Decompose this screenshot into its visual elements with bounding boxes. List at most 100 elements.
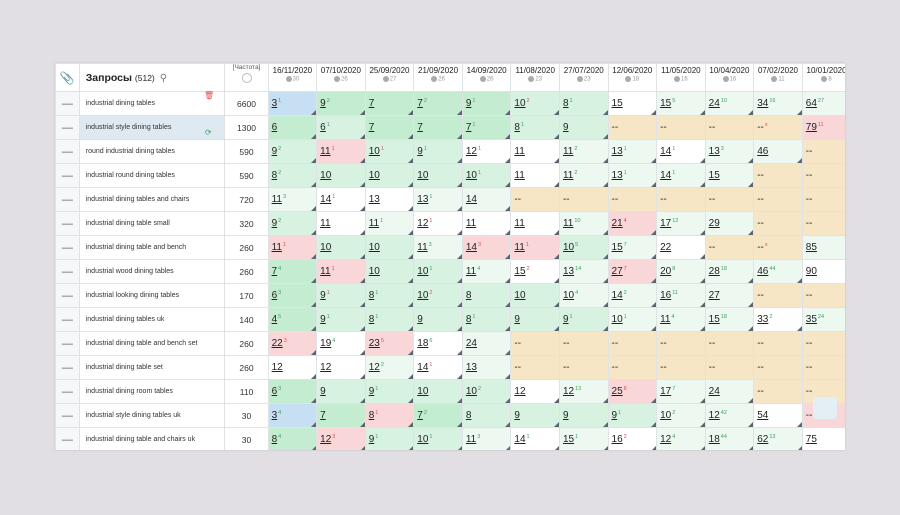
position-cell[interactable]: 141: [656, 163, 706, 188]
position-cell[interactable]: 1712: [656, 211, 706, 236]
date-column-header[interactable]: 25/09/2020 27: [364, 63, 415, 92]
position-cell[interactable]: 92: [316, 91, 366, 116]
refresh-icon[interactable]: ⟳: [205, 128, 212, 137]
position-cell[interactable]: 72: [413, 403, 463, 428]
row-menu-icon[interactable]: —: [55, 355, 80, 380]
keyword-cell[interactable]: industrial style dining tables uk: [78, 403, 226, 428]
date-column-header[interactable]: 16/11/2020 30: [267, 63, 318, 92]
keyword-cell[interactable]: round industrial dining tables: [78, 139, 226, 164]
position-cell[interactable]: --: [607, 331, 658, 356]
position-cell[interactable]: --: [801, 211, 845, 236]
position-cell[interactable]: 111: [316, 139, 366, 164]
position-cell[interactable]: 13: [461, 355, 512, 380]
position-cell[interactable]: 235: [364, 331, 415, 356]
position-cell[interactable]: --: [704, 235, 755, 260]
position-cell[interactable]: 112: [558, 163, 609, 188]
position-cell[interactable]: 81: [461, 307, 512, 332]
position-cell[interactable]: 9: [558, 115, 609, 140]
position-cell[interactable]: 1242: [704, 403, 755, 428]
position-cell[interactable]: 2818: [704, 259, 755, 284]
position-cell[interactable]: 15: [704, 163, 755, 188]
date-column-header[interactable]: 07/10/2020 26: [316, 63, 366, 92]
position-cell[interactable]: --: [801, 139, 845, 164]
position-cell[interactable]: 92: [267, 139, 318, 164]
position-cell[interactable]: 81: [510, 115, 560, 140]
position-cell[interactable]: --: [753, 283, 803, 308]
position-cell[interactable]: 111: [510, 235, 560, 260]
position-cell[interactable]: 111: [267, 235, 318, 260]
position-cell[interactable]: 7911: [801, 115, 845, 140]
position-cell[interactable]: 133: [704, 139, 755, 164]
position-cell[interactable]: 102: [656, 403, 706, 428]
position-cell[interactable]: 177: [656, 379, 706, 404]
position-cell[interactable]: 258: [607, 379, 658, 404]
keyword-cell[interactable]: industrial dining room tables: [78, 379, 226, 404]
position-cell[interactable]: 8: [461, 403, 512, 428]
position-cell[interactable]: 74: [267, 259, 318, 284]
position-cell[interactable]: 131: [413, 187, 463, 212]
position-cell[interactable]: 72: [413, 91, 463, 116]
position-cell[interactable]: 91: [316, 283, 366, 308]
position-cell[interactable]: 24: [461, 331, 512, 356]
position-cell[interactable]: 81: [364, 283, 415, 308]
row-menu-icon[interactable]: —: [55, 211, 80, 236]
position-cell[interactable]: 113: [461, 427, 512, 450]
row-menu-icon[interactable]: —: [55, 235, 80, 260]
row-menu-icon[interactable]: —: [55, 187, 80, 212]
date-column-header[interactable]: 10/01/2020 8: [801, 63, 845, 92]
date-column-header[interactable]: 11/05/2020 16: [656, 63, 706, 92]
position-cell[interactable]: 162: [607, 427, 658, 450]
keyword-cell[interactable]: industrial dining tables uk: [78, 307, 226, 332]
position-cell[interactable]: 31: [267, 91, 318, 116]
position-cell[interactable]: 4644: [753, 259, 803, 284]
position-cell[interactable]: --: [753, 379, 803, 404]
position-cell[interactable]: 24: [704, 379, 755, 404]
position-cell[interactable]: 101: [461, 163, 512, 188]
position-cell[interactable]: 11: [461, 211, 512, 236]
position-cell[interactable]: 11: [316, 211, 366, 236]
position-cell[interactable]: 7: [316, 403, 366, 428]
position-cell[interactable]: 121: [461, 139, 512, 164]
position-cell[interactable]: 3524: [801, 307, 845, 332]
position-cell[interactable]: 332: [753, 307, 803, 332]
row-menu-icon[interactable]: —: [55, 91, 80, 116]
position-cell[interactable]: --: [558, 331, 609, 356]
keyword-cell[interactable]: industrial dining table set: [78, 355, 226, 380]
position-cell[interactable]: 22: [656, 235, 706, 260]
frequency-header[interactable]: [Частота]: [224, 63, 269, 92]
position-cell[interactable]: --: [704, 331, 755, 356]
position-cell[interactable]: 114: [656, 307, 706, 332]
date-column-header[interactable]: 12/06/2020 18: [607, 63, 658, 92]
position-cell[interactable]: 10: [364, 163, 415, 188]
keyword-cell[interactable]: industrial dining table and bench: [78, 235, 226, 260]
row-menu-icon[interactable]: —: [55, 427, 80, 450]
position-cell[interactable]: 71: [461, 115, 512, 140]
position-cell[interactable]: 1844: [704, 427, 755, 450]
position-cell[interactable]: --: [801, 283, 845, 308]
position-cell[interactable]: 9: [558, 403, 609, 428]
row-menu-icon[interactable]: —: [55, 163, 80, 188]
position-cell[interactable]: 9: [510, 307, 560, 332]
scroll-button[interactable]: [813, 397, 837, 419]
position-cell[interactable]: 194: [316, 331, 366, 356]
position-cell[interactable]: 91: [364, 379, 415, 404]
position-cell[interactable]: 105: [558, 235, 609, 260]
position-cell[interactable]: 122: [364, 355, 415, 380]
date-column-header[interactable]: 11/08/2020 23: [510, 63, 560, 92]
position-cell[interactable]: 123: [316, 427, 366, 450]
position-cell[interactable]: 13: [364, 187, 415, 212]
position-cell[interactable]: --: [753, 355, 803, 380]
row-menu-icon[interactable]: —: [55, 139, 80, 164]
keyword-cell[interactable]: industrial looking dining tables: [78, 283, 226, 308]
keyword-cell[interactable]: industrial round dining tables: [78, 163, 226, 188]
position-cell[interactable]: 101: [413, 427, 463, 450]
position-cell[interactable]: 45: [267, 307, 318, 332]
position-cell[interactable]: 8: [461, 283, 512, 308]
position-cell[interactable]: 1110: [558, 211, 609, 236]
position-cell[interactable]: 14: [461, 187, 512, 212]
row-menu-icon[interactable]: —: [55, 307, 80, 332]
position-cell[interactable]: 34: [267, 403, 318, 428]
position-cell[interactable]: --: [801, 355, 845, 380]
position-cell[interactable]: 9: [316, 379, 366, 404]
position-cell[interactable]: 6427: [801, 91, 845, 116]
